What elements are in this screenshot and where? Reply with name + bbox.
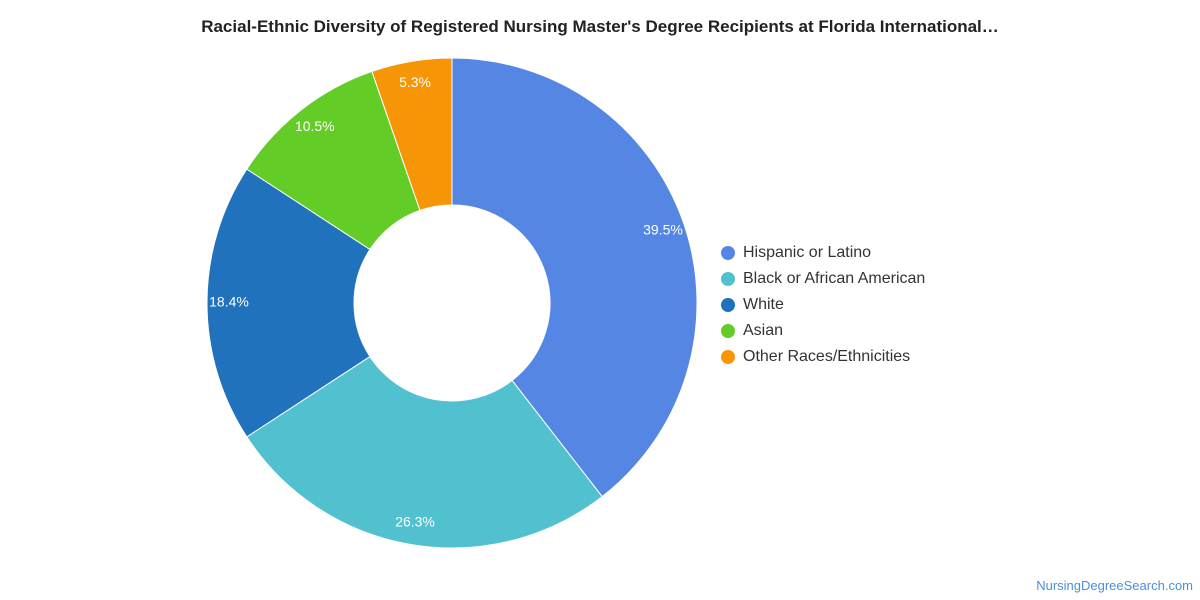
slice-other-races-ethnicities[interactable] bbox=[371, 57, 453, 212]
legend-label: Black or African American bbox=[743, 270, 926, 287]
legend-swatch-icon bbox=[721, 272, 735, 286]
chart-legend: Hispanic or Latino Black or African Ameri… bbox=[721, 240, 925, 370]
legend-label: Asian bbox=[743, 322, 784, 339]
legend-swatch-icon bbox=[721, 298, 735, 312]
slice-asian[interactable] bbox=[246, 70, 421, 251]
slice-hispanic-or-latino[interactable] bbox=[451, 57, 698, 498]
legend-swatch-icon bbox=[721, 350, 735, 364]
legend-item-other-races-ethnicities[interactable]: Other Races/Ethnicities bbox=[721, 344, 925, 370]
slice-label-black-or-african-american: 26.3% bbox=[395, 514, 435, 530]
legend-swatch-icon bbox=[721, 324, 735, 338]
legend-item-hispanic-or-latino[interactable]: Hispanic or Latino bbox=[721, 240, 925, 266]
slice-black-or-african-american[interactable] bbox=[246, 355, 603, 549]
legend-label: Hispanic or Latino bbox=[743, 244, 872, 261]
legend-swatch-icon bbox=[721, 246, 735, 260]
slice-white[interactable] bbox=[206, 168, 371, 438]
slice-label-asian: 10.5% bbox=[295, 118, 335, 134]
chart-title: Racial-Ethnic Diversity of Registered Nu… bbox=[201, 17, 999, 36]
legend-label: White bbox=[743, 296, 784, 313]
legend-label: Other Races/Ethnicities bbox=[743, 348, 911, 365]
legend-item-white[interactable]: White bbox=[721, 292, 925, 318]
slice-label-other-races-ethnicities: 5.3% bbox=[399, 74, 431, 90]
source-watermark[interactable]: NursingDegreeSearch.com bbox=[1036, 578, 1193, 593]
slice-label-hispanic-or-latino: 39.5% bbox=[643, 221, 683, 237]
slice-label-white: 18.4% bbox=[209, 294, 249, 310]
legend-item-asian[interactable]: Asian bbox=[721, 318, 925, 344]
legend-item-black-or-african-american[interactable]: Black or African American bbox=[721, 266, 925, 292]
